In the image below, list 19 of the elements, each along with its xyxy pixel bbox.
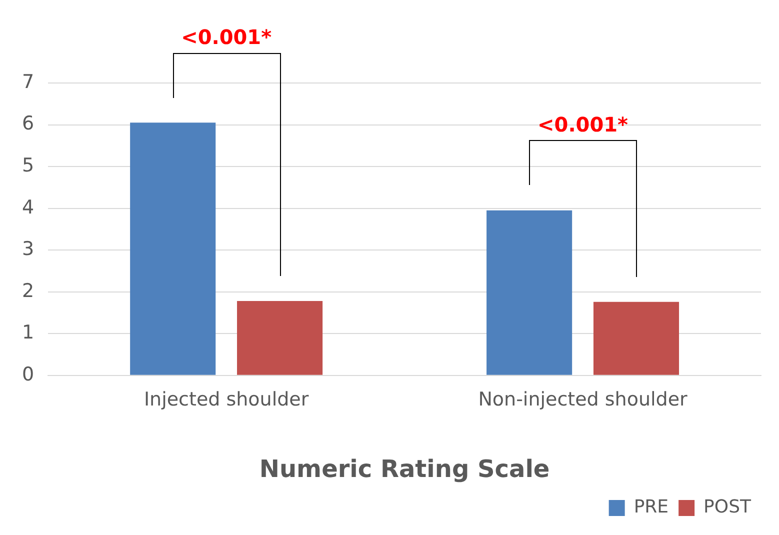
x-axis-title: Numeric Rating Scale [259,454,550,483]
y-tick-label: 5 [22,154,34,176]
bar [486,210,572,375]
legend-label: POST [704,496,752,518]
annotation: <0.001* [538,112,629,137]
bar [130,122,216,375]
legend-label: PRE [634,496,669,518]
y-tick-label: 6 [22,112,34,135]
y-tick-label: 2 [22,280,34,302]
y-tick-label: 4 [22,196,34,218]
bar [237,301,323,375]
x-tick-label: Non-injected shoulder [478,388,688,411]
text: <0.001* [181,24,272,49]
y-tick-label: 3 [22,238,34,260]
x-tick-label: Injected shoulder [144,388,309,411]
y-tick-label: 7 [22,70,34,93]
y-tick-label: 1 [22,322,34,344]
bar [593,302,680,375]
y-tick-label: 0 [22,363,34,386]
